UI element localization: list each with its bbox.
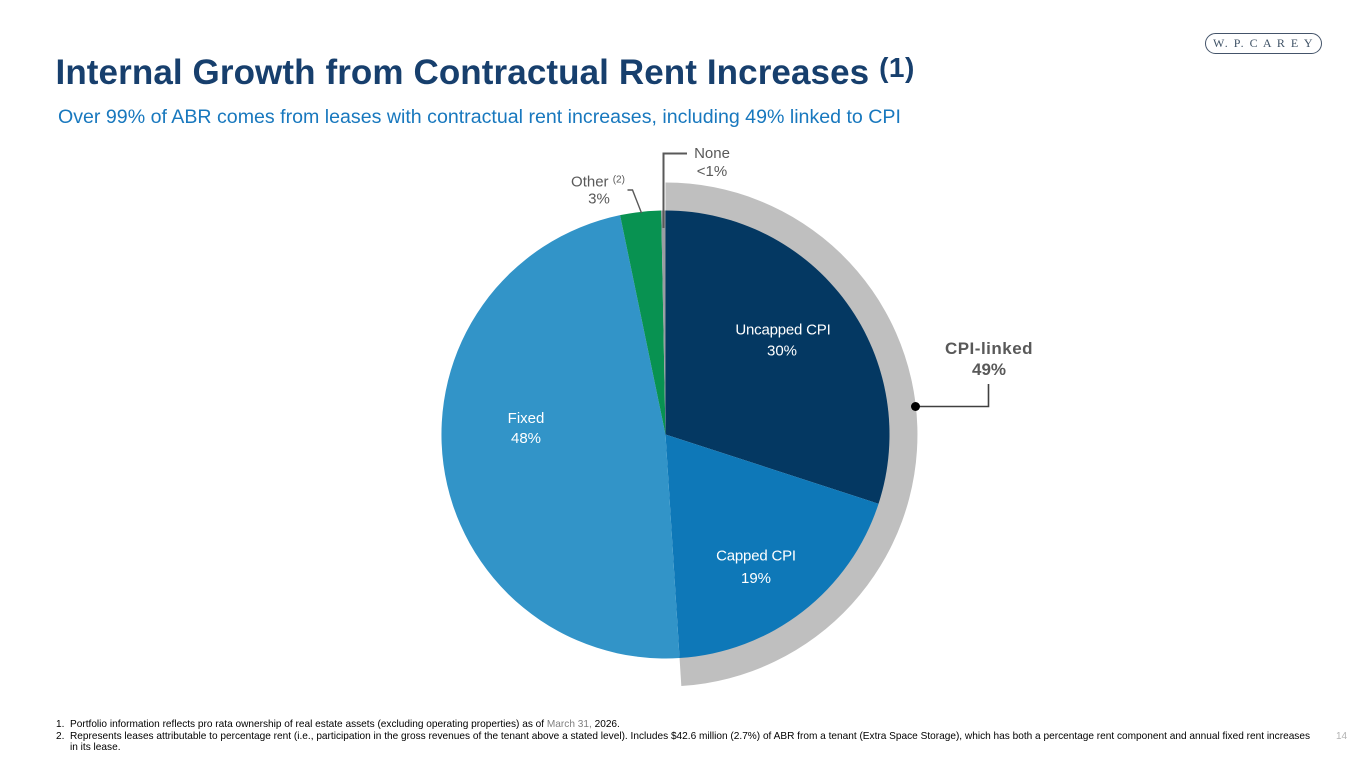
svg-text:<1%: <1% <box>697 163 727 180</box>
svg-text:49%: 49% <box>972 360 1006 379</box>
svg-text:19%: 19% <box>741 570 771 587</box>
svg-text:CPI-linked: CPI-linked <box>945 339 1033 358</box>
svg-text:3%: 3% <box>588 191 610 208</box>
svg-text:Uncapped CPI: Uncapped CPI <box>735 322 830 339</box>
svg-text:Other (2): Other (2) <box>571 174 625 191</box>
svg-text:48%: 48% <box>511 430 541 447</box>
svg-text:30%: 30% <box>767 343 797 360</box>
svg-text:None: None <box>694 145 730 162</box>
svg-text:Fixed: Fixed <box>508 410 545 427</box>
svg-text:Capped CPI: Capped CPI <box>716 548 796 565</box>
